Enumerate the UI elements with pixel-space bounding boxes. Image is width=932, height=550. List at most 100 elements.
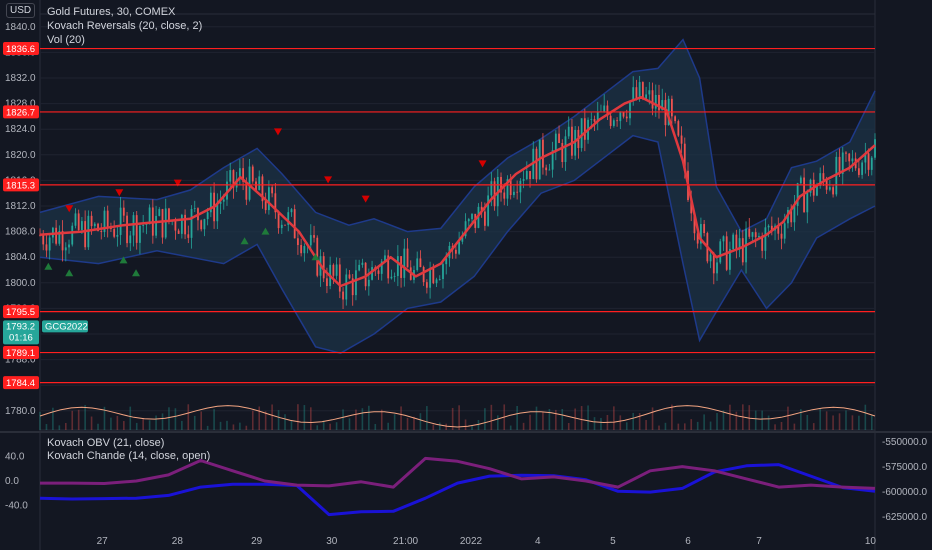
candle-body xyxy=(309,235,312,246)
candle-body xyxy=(612,120,615,126)
candle-body xyxy=(693,213,696,234)
volume-legend[interactable]: Vol (20) xyxy=(47,34,85,46)
sub-right-tick-label: -575000.0 xyxy=(882,462,927,473)
reversal-down-marker xyxy=(478,160,487,168)
candle-body xyxy=(97,223,99,232)
volume-bar xyxy=(774,424,776,430)
volume-bar xyxy=(264,411,267,430)
candle-body xyxy=(293,209,296,239)
candle-body xyxy=(364,262,367,287)
chande-legend[interactable]: Kovach Chande (14, close, open) xyxy=(47,450,211,462)
candle-body xyxy=(355,270,357,296)
candle-body xyxy=(110,227,112,230)
volume-bar xyxy=(316,425,319,430)
candle-body xyxy=(848,153,851,162)
volume-bar xyxy=(651,407,654,430)
candle-body xyxy=(545,167,548,171)
sub-y-tick-label: 0.0 xyxy=(5,476,19,487)
candle-body xyxy=(445,258,448,265)
volume-bar xyxy=(851,415,854,430)
candle-body xyxy=(209,192,212,213)
candle-body xyxy=(255,181,257,191)
y-tick-label: 1820.0 xyxy=(5,150,36,161)
x-tick-label: 27 xyxy=(97,536,109,547)
channel-band xyxy=(40,39,875,354)
candle-body xyxy=(838,156,841,174)
candle-body xyxy=(509,179,512,196)
volume-bar xyxy=(555,409,557,430)
volume-ma-line xyxy=(39,405,876,428)
candle-body xyxy=(680,135,683,144)
volume-bar xyxy=(213,409,215,430)
volume-bar xyxy=(116,415,119,430)
symbol-box xyxy=(42,320,88,333)
candle-body xyxy=(248,166,251,200)
level-label-box xyxy=(3,376,39,390)
candle-body xyxy=(332,264,335,276)
candle-body xyxy=(377,270,380,274)
volume-bar xyxy=(845,410,847,430)
volume-bar xyxy=(123,421,125,430)
volume-bar xyxy=(658,425,660,430)
candle-body xyxy=(384,255,386,262)
currency-badge[interactable]: USD xyxy=(6,3,36,18)
candle-body xyxy=(390,276,393,279)
candle-body xyxy=(461,236,464,242)
volume-bar xyxy=(310,407,312,430)
volume-bar xyxy=(413,416,415,430)
candle-body xyxy=(857,168,860,175)
volume-bar xyxy=(832,415,834,430)
candle-body xyxy=(867,153,870,170)
candle-body xyxy=(796,183,799,206)
symbol-legend[interactable]: Gold Futures, 30, COMEX xyxy=(47,6,176,18)
volume-bar xyxy=(58,425,61,430)
candle-body xyxy=(480,206,483,212)
volume-bar xyxy=(129,406,132,430)
candle-body xyxy=(84,221,87,248)
candle-body xyxy=(422,267,425,283)
candle-body xyxy=(90,215,93,227)
sub-y-tick-label: -40.0 xyxy=(5,501,28,512)
volume-bar xyxy=(754,410,757,430)
obv-legend[interactable]: Kovach OBV (21, close) xyxy=(47,437,165,449)
candle-body xyxy=(738,238,741,250)
candle-body xyxy=(619,112,622,122)
volume-bar xyxy=(509,425,512,430)
reversal-down-marker xyxy=(273,128,282,136)
level-label: 1789.1 xyxy=(6,348,35,359)
candle-body xyxy=(716,262,718,274)
volume-bar xyxy=(84,405,86,430)
candle-body xyxy=(351,278,354,296)
candle-body xyxy=(709,254,712,262)
volume-bar xyxy=(593,417,596,430)
reversal-down-marker xyxy=(65,205,74,213)
volume-bar xyxy=(187,404,190,430)
volume-bar xyxy=(477,419,480,430)
candle-body xyxy=(313,235,315,238)
candle-body xyxy=(522,179,525,181)
candle-body xyxy=(606,105,609,116)
volume-bar xyxy=(729,404,731,430)
volume-bar xyxy=(548,408,551,430)
volume-bar xyxy=(374,423,377,430)
volume-bar xyxy=(529,414,531,430)
volume-bar xyxy=(284,414,286,430)
volume-bar xyxy=(271,404,273,430)
volume-bar xyxy=(864,404,867,430)
channel-lower xyxy=(39,134,876,355)
candle-body xyxy=(148,207,151,225)
volume-bar xyxy=(671,404,673,430)
candle-body xyxy=(767,225,770,228)
volume-bar xyxy=(838,413,841,430)
x-tick-label: 2022 xyxy=(460,536,483,547)
sub-right-tick-label: -600000.0 xyxy=(882,487,927,498)
volume-bar xyxy=(329,423,331,430)
reversals-legend[interactable]: Kovach Reversals (20, close, 2) xyxy=(47,20,203,32)
level-label-box xyxy=(3,346,39,360)
candle-body xyxy=(342,291,344,300)
volume-bar xyxy=(348,418,351,430)
candle-body xyxy=(851,158,854,162)
volume-bar xyxy=(806,415,809,430)
